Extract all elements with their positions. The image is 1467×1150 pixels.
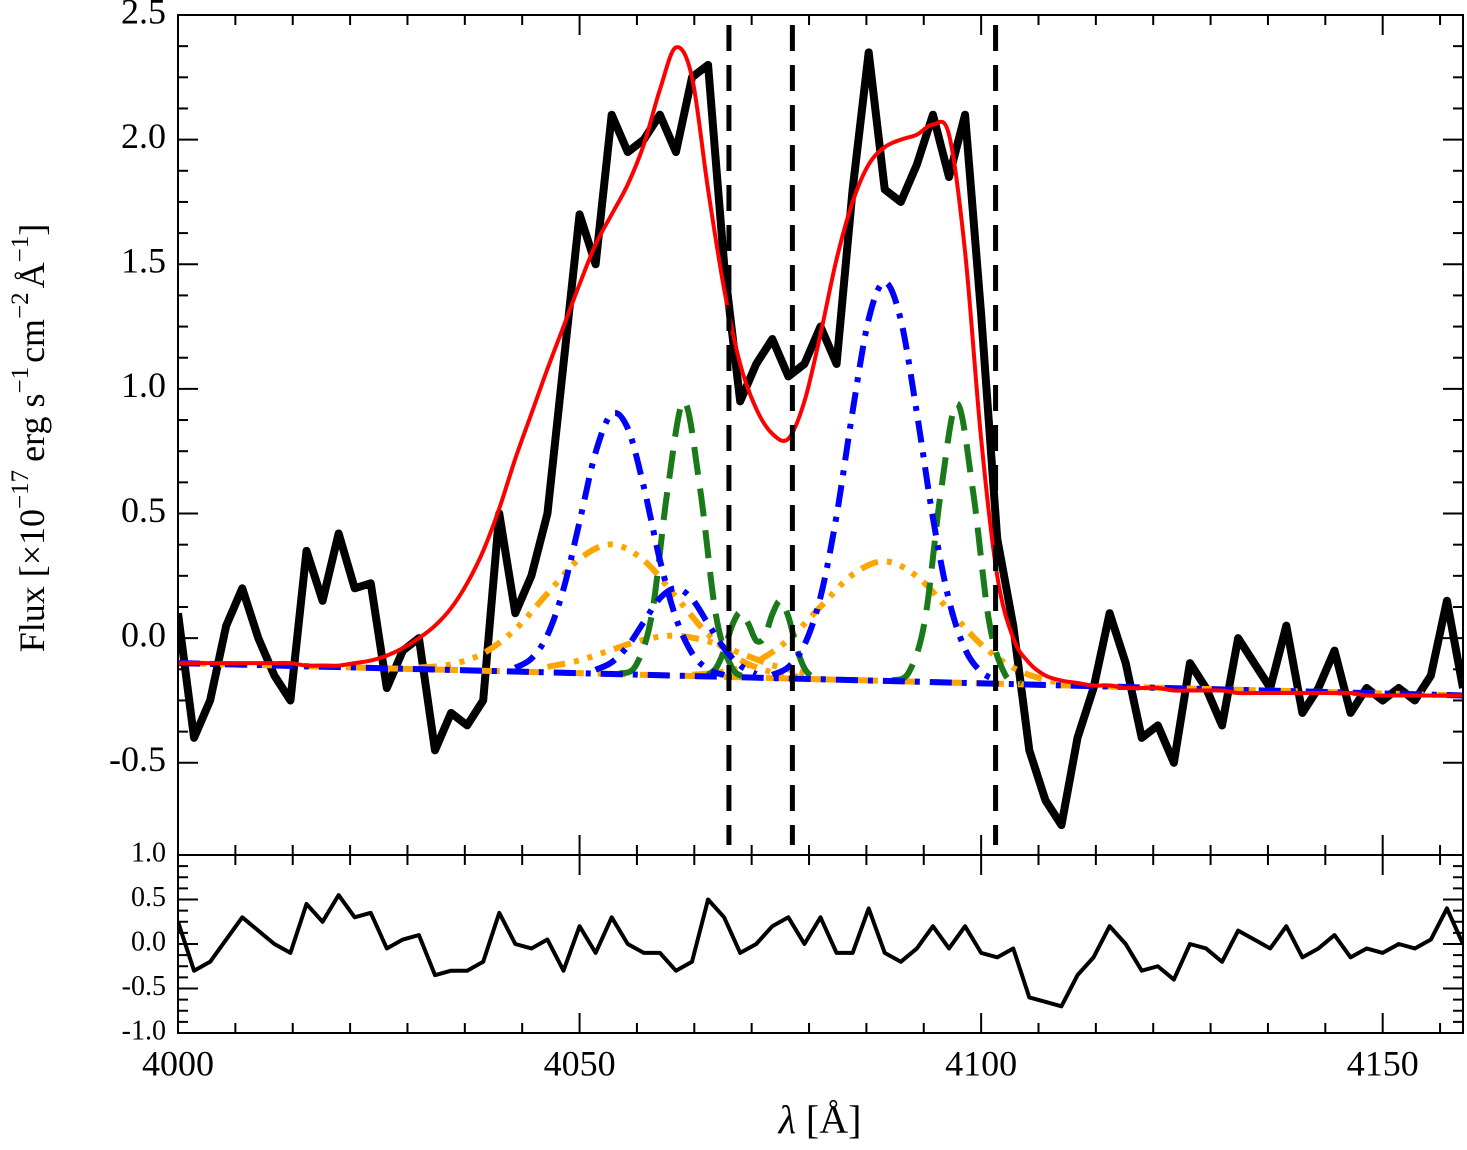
y-tick-label: 1.0: [121, 365, 166, 405]
data-line: [706, 597, 822, 682]
y-tick-label: 0.0: [131, 926, 166, 957]
plot-frame: [177, 14, 1464, 856]
x-axis-label-part: [Å]: [806, 1097, 862, 1142]
plot-area: [178, 893, 1463, 1009]
data-line: [178, 893, 1463, 1009]
y-axis-label: Flux [×10−17erg s−1cm−2Å−1]: [7, 224, 52, 653]
data-line: [594, 585, 758, 677]
y-tick-label: 0.5: [131, 882, 166, 913]
data-line: [178, 48, 1463, 830]
y-axis-label-part: −1: [7, 236, 34, 263]
y-axis-label-part: erg s: [12, 394, 52, 462]
plot-frame: [177, 854, 1464, 1034]
y-tick-label: 1.5: [121, 241, 166, 281]
y-tick-label: 1.0: [131, 837, 166, 868]
y-axis-label-part: −1: [7, 367, 34, 394]
x-axis-label: λ [Å]: [778, 1097, 862, 1142]
data-line: [418, 541, 805, 681]
y-tick-label: 0.5: [121, 490, 166, 530]
data-line: [691, 558, 1078, 688]
y-axis-label-part: Å: [12, 262, 52, 288]
y-tick-label: -0.5: [109, 739, 166, 779]
x-axis-label-part: λ: [778, 1097, 796, 1142]
y-tick-label: 2.0: [121, 116, 166, 156]
data-line: [178, 45, 1463, 698]
x-tick-label: 4150: [1347, 1043, 1419, 1083]
y-tick-label: 0.0: [121, 614, 166, 654]
x-tick-label: 4000: [142, 1043, 214, 1083]
data-line: [771, 279, 999, 684]
y-axis-label-part: ]: [12, 224, 52, 236]
y-tick-label: 2.5: [121, 0, 166, 31]
x-tick-label: 4100: [945, 1043, 1017, 1083]
y-axis-label-part: cm: [12, 319, 52, 363]
y-axis-label-part: −17: [7, 470, 34, 509]
data-line: [546, 632, 806, 677]
plot-area: [178, 45, 1463, 830]
y-tick-label: -1.0: [122, 1015, 166, 1046]
data-line: [891, 400, 1023, 687]
x-tick-label: 4050: [544, 1043, 616, 1083]
y-axis-label-part: −2: [7, 292, 34, 319]
y-tick-label: -0.5: [122, 971, 166, 1002]
y-axis-label-part: Flux [×10: [12, 509, 52, 652]
data-line: [513, 409, 726, 678]
